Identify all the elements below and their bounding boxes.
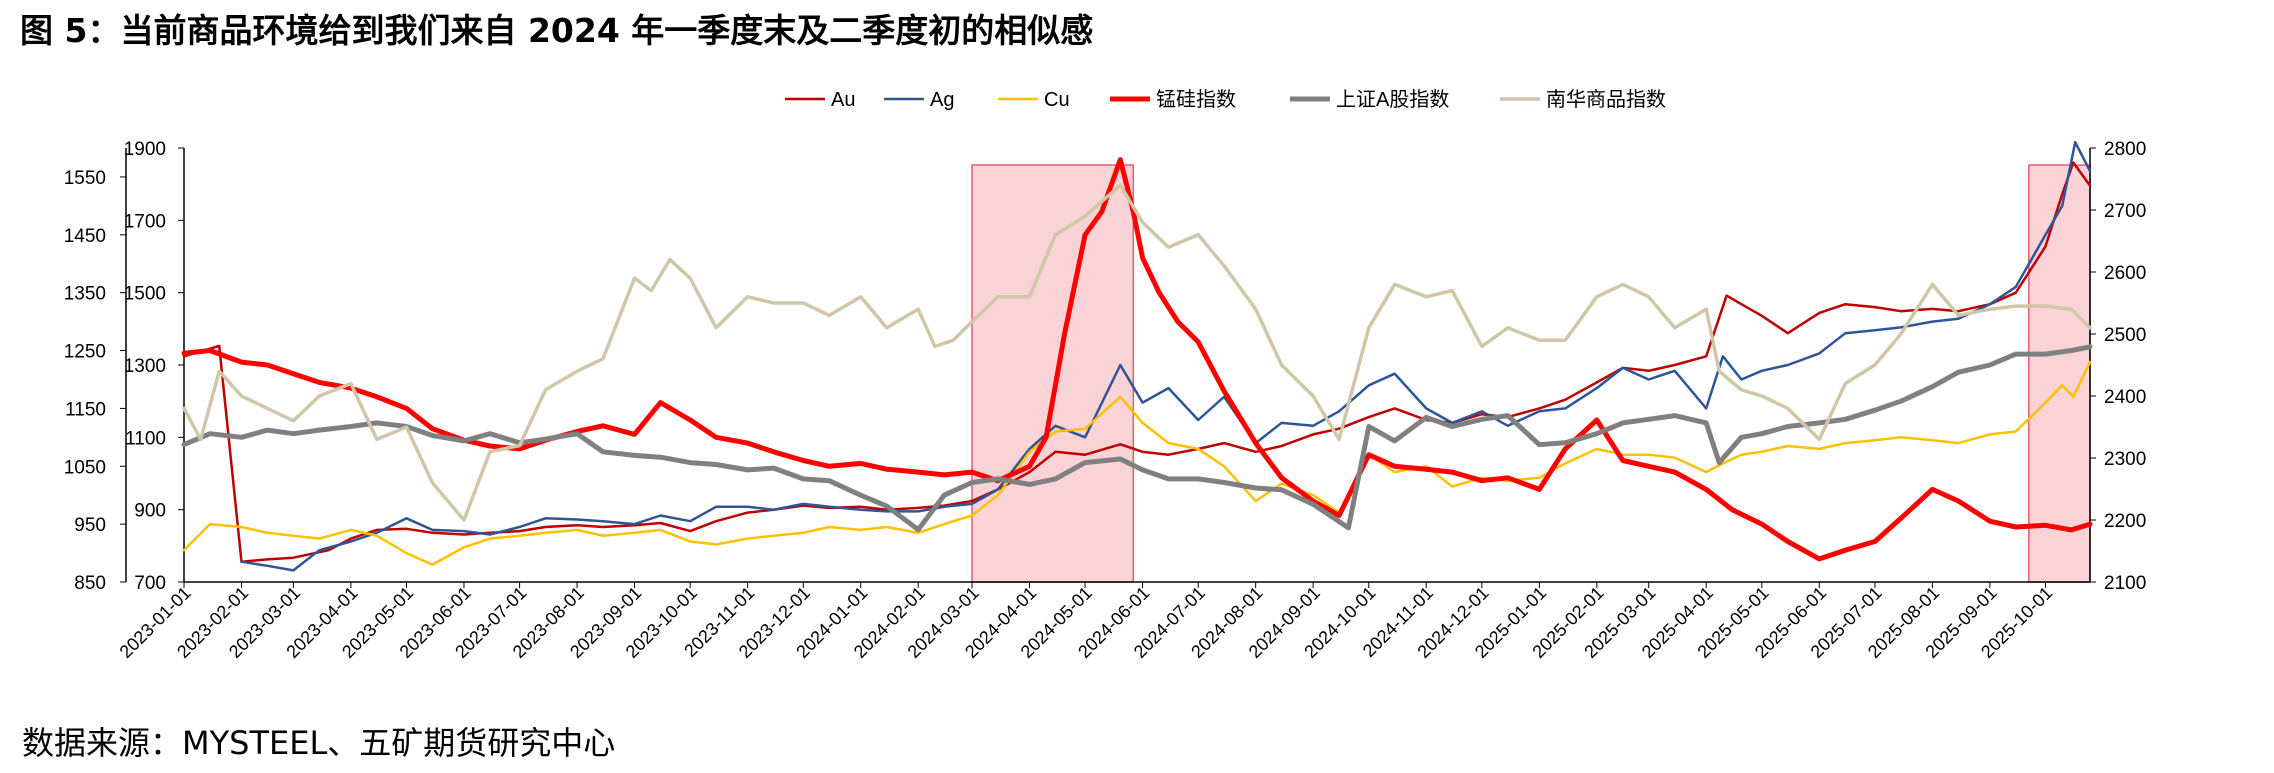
legend-label: 锰硅指数	[1156, 88, 1236, 111]
y-tick-label: 1150	[65, 399, 106, 420]
y-tick-label: 950	[74, 515, 106, 536]
y2-tick-label: 2600	[2104, 263, 2146, 284]
series-line	[240, 140, 2092, 572]
y-tick-label: 1100	[125, 428, 166, 449]
figure-title: 图 5：当前商品环境给到我们来自 2024 年一季度末及二季度初的相似感	[20, 11, 1094, 50]
y2-tick-label: 2200	[2104, 511, 2146, 532]
y2-tick-label: 2300	[2104, 449, 2146, 470]
legend-label: 南华商品指数	[1546, 88, 1666, 111]
highlight-region	[2028, 164, 2091, 583]
y-tick-label: 1500	[124, 284, 166, 305]
y2-tick-label: 2500	[2104, 325, 2146, 346]
highlight-layer	[971, 164, 2091, 583]
y-tick-label: 1250	[64, 342, 106, 363]
y-tick-label: 1050	[64, 457, 106, 478]
figure-source: 数据来源：MYSTEEL、五矿期货研究中心	[22, 724, 616, 762]
y-tick-label: 1300	[124, 356, 166, 377]
series-line	[182, 360, 2092, 566]
y-tick-label: 700	[134, 573, 166, 594]
series-line	[181, 157, 2093, 562]
y-tick-label: 850	[74, 573, 106, 594]
y-tick-label: 1450	[64, 226, 106, 247]
y2-tick-label: 2800	[2104, 139, 2146, 160]
y-tick-label: 1550	[64, 168, 106, 189]
y-tick-label: 1700	[124, 211, 166, 232]
y-tick-label: 900	[134, 501, 166, 522]
series-line	[182, 183, 2092, 522]
y-tick-label: 1350	[64, 284, 106, 305]
legend-label: Cu	[1044, 89, 1070, 111]
y2-tick-label: 2700	[2104, 201, 2146, 222]
y2-tick-label: 2400	[2104, 387, 2146, 408]
y2-tick-label: 2100	[2104, 573, 2146, 594]
series-line	[181, 344, 2093, 533]
legend: Au Ag Cu 锰硅指数 上证A股指数 南华商品指数	[785, 88, 1666, 111]
highlight-region	[971, 164, 1135, 583]
legend-label: Au	[831, 89, 855, 111]
legend-label: Ag	[930, 89, 954, 111]
y-tick-label: 1900	[124, 139, 166, 160]
series-layer	[181, 140, 2093, 572]
series-line	[182, 161, 2092, 563]
legend-label: 上证A股指数	[1336, 88, 1449, 111]
chart-area: 850 950 1050 1150 1250 1350 1450 1550 700 900 1100…	[64, 88, 2147, 662]
